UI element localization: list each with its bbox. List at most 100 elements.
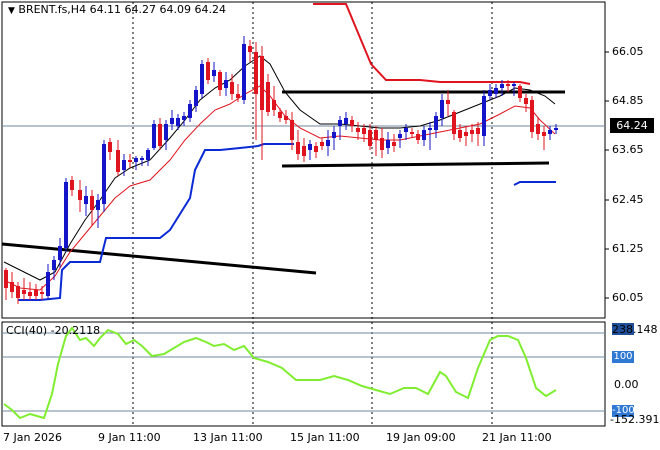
- price-tick-3: 63.65: [612, 143, 644, 156]
- candle-body: [200, 64, 204, 94]
- candle-body: [188, 104, 192, 118]
- candle-body: [224, 80, 228, 88]
- candle-body: [84, 196, 88, 204]
- candle-body: [272, 100, 276, 110]
- candle-body: [116, 150, 120, 172]
- candle-body: [500, 84, 504, 88]
- cci-line: [3, 326, 557, 420]
- candle-body: [146, 150, 150, 160]
- candlestick-series: [4, 36, 558, 304]
- candle-body: [236, 94, 240, 98]
- candle-body: [290, 120, 294, 140]
- candle-body: [398, 134, 402, 138]
- cci-tick-max: 238.148: [612, 323, 658, 336]
- candle-body: [278, 112, 282, 118]
- cci-tick-100: 100: [612, 351, 634, 363]
- cci-title: CCI(40) -20.2118: [6, 324, 101, 337]
- candle-body: [248, 46, 252, 52]
- trendlines: [1, 90, 565, 275]
- candle-body: [16, 286, 20, 298]
- candle-body: [34, 290, 38, 296]
- candle-body: [332, 132, 336, 138]
- candle-body: [158, 124, 162, 146]
- candle-body: [530, 100, 534, 132]
- candle-body: [128, 160, 132, 162]
- candle-body: [308, 144, 312, 150]
- candle-body: [152, 124, 156, 148]
- period-separators: [132, 2, 493, 426]
- price-tick-4: 62.45: [612, 193, 644, 206]
- candle-body: [380, 138, 384, 150]
- trailing-stop-line: [18, 143, 294, 301]
- candle-body: [108, 142, 112, 152]
- candle-body: [362, 128, 366, 134]
- candle-body: [90, 196, 94, 210]
- candle-body: [428, 128, 432, 130]
- candle-body: [350, 120, 354, 126]
- cci-tick-minus100: -100: [612, 405, 635, 417]
- candle-body: [524, 98, 528, 104]
- candle-body: [64, 182, 68, 248]
- candle-body: [260, 56, 264, 110]
- price-tick-6: 60.05: [612, 291, 644, 304]
- candle-body: [140, 158, 144, 160]
- candle-body: [58, 246, 62, 260]
- current-price-badge: 64.24: [610, 118, 654, 133]
- resistance-step-line: [313, 3, 531, 85]
- candle-body: [28, 292, 32, 296]
- candle-body: [22, 290, 26, 294]
- candle-body: [284, 116, 288, 120]
- candle-body: [194, 90, 198, 106]
- candle-body: [452, 112, 456, 134]
- candle-body: [164, 124, 168, 140]
- time-label-2: 9 Jan 11:00: [98, 431, 161, 444]
- candle-body: [170, 118, 174, 124]
- candle-body: [296, 142, 300, 154]
- range-bottom-line: [281, 161, 550, 168]
- symbol-ohlc-text: BRENT.fs,H4 64.11 64.27 64.09 64.24: [18, 3, 227, 16]
- candle-body: [70, 180, 74, 190]
- candle-body: [212, 70, 216, 76]
- candle-body: [446, 100, 450, 104]
- time-label-5: 19 Jan 09:00: [386, 431, 456, 444]
- candle-body: [554, 128, 558, 130]
- candle-body: [548, 130, 552, 134]
- cci-max-badge: [612, 323, 634, 335]
- candle-body: [52, 260, 56, 270]
- candle-body: [494, 88, 498, 94]
- candle-body: [218, 72, 222, 90]
- time-label-6: 21 Jan 11:00: [482, 431, 552, 444]
- candle-body: [10, 282, 14, 292]
- candle-body: [518, 86, 522, 98]
- cci-panel-frame: [1, 321, 606, 427]
- time-label-1: 7 Jan 2026: [3, 431, 62, 444]
- down-triangle-icon: ▼: [8, 6, 15, 16]
- candle-body: [356, 128, 360, 132]
- candle-body: [122, 160, 126, 170]
- candle-body: [416, 134, 420, 140]
- candle-body: [102, 144, 106, 204]
- candle-body: [404, 128, 408, 132]
- candle-body: [266, 82, 270, 112]
- candle-body: [440, 100, 444, 118]
- candle-body: [40, 292, 44, 294]
- candle-body: [182, 116, 186, 120]
- price-axis-ticks: [605, 51, 609, 299]
- candle-body: [78, 190, 82, 200]
- candle-body: [242, 44, 246, 100]
- candle-body: [488, 90, 492, 96]
- candle-body: [392, 142, 396, 146]
- candle-body: [386, 140, 390, 148]
- candle-body: [434, 116, 438, 130]
- candle-body: [542, 132, 546, 136]
- chart-title: ▼ BRENT.fs,H4 64.11 64.27 64.09 64.24: [8, 3, 226, 16]
- candle-body: [4, 270, 8, 288]
- candle-body: [470, 130, 474, 134]
- candle-body: [96, 200, 100, 210]
- candle-body: [134, 158, 138, 162]
- candle-body: [506, 84, 510, 86]
- candle-body: [320, 142, 324, 146]
- candle-body: [410, 132, 414, 134]
- price-panel-frame: [1, 1, 606, 319]
